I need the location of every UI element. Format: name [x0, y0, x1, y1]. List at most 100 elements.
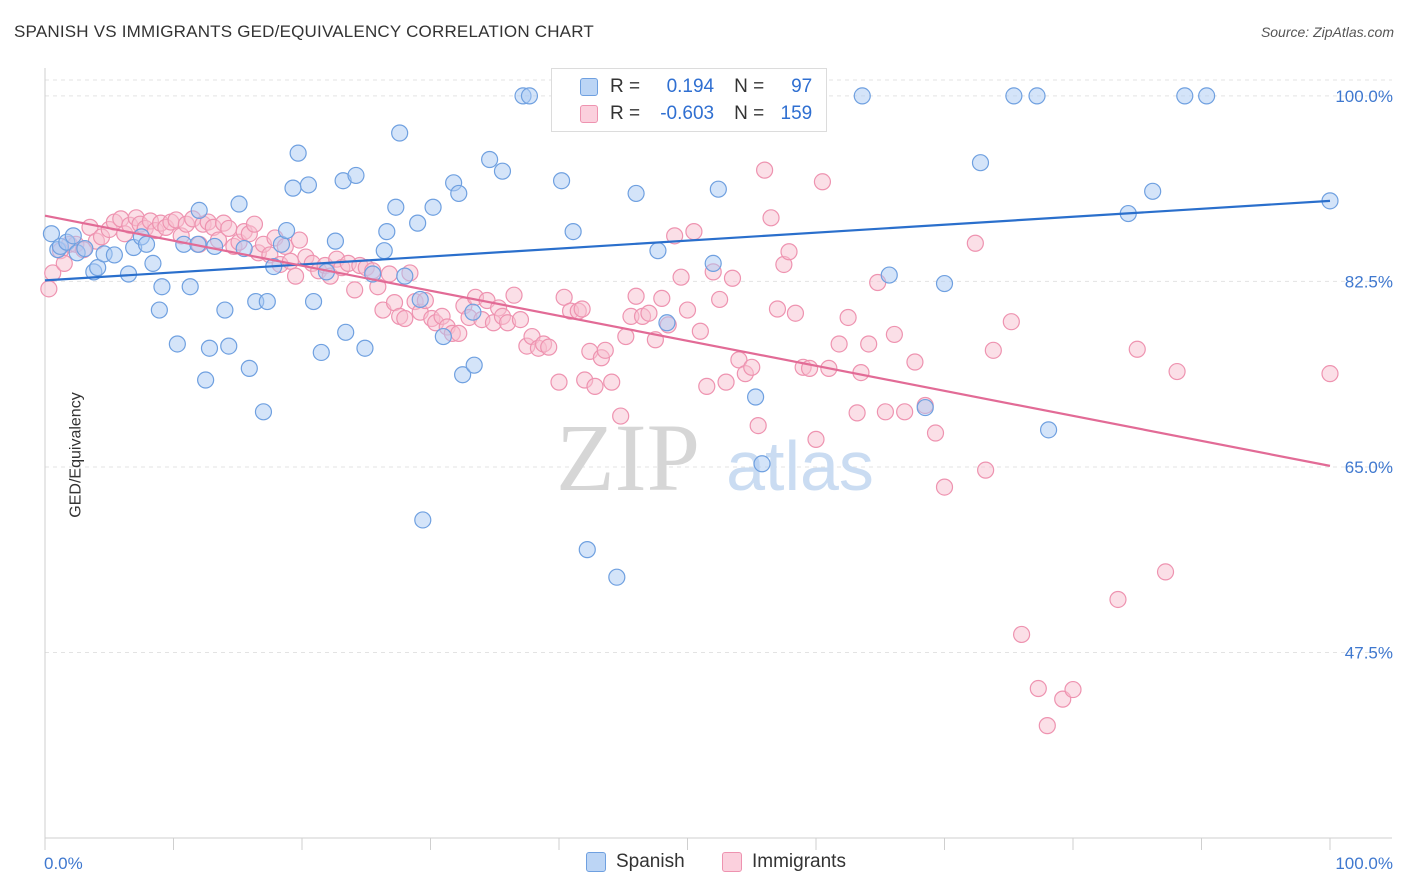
spanish-point: [289, 144, 307, 162]
spanish-point: [1198, 87, 1216, 105]
legend-r-label: R =: [610, 103, 641, 124]
immigrants-point: [286, 267, 305, 285]
spanish-point: [387, 198, 405, 216]
spanish-point: [356, 339, 374, 357]
spanish-point: [409, 214, 427, 232]
spanish-point: [1028, 87, 1046, 105]
immigrants-point: [685, 223, 703, 241]
legend-r-value: 0.194: [666, 76, 715, 97]
spanish-point: [434, 327, 452, 346]
y-tick-label: 47.5%: [1345, 643, 1393, 662]
series-legend: Spanish Immigrants: [0, 851, 1406, 879]
immigrants-point: [586, 377, 604, 395]
spanish-point: [747, 388, 765, 406]
spanish-point: [1176, 87, 1194, 105]
immigrants-point: [1002, 313, 1020, 331]
spanish-point: [1005, 87, 1023, 105]
spanish-point: [197, 371, 215, 389]
spanish-point: [935, 274, 954, 293]
spanish-point: [465, 356, 483, 374]
immigrants-point: [749, 417, 767, 435]
spanish-point: [853, 87, 871, 105]
immigrants-point: [380, 265, 398, 283]
immigrants-point: [1038, 717, 1056, 735]
spanish-point: [378, 223, 396, 241]
legend-n-label: N =: [734, 76, 765, 97]
immigrants-point: [1168, 362, 1186, 381]
spanish-point: [627, 184, 645, 203]
spanish-point: [578, 541, 596, 559]
immigrants-point: [245, 215, 264, 233]
immigrants-point: [603, 373, 621, 391]
spanish-point: [312, 343, 330, 362]
immigrants-point: [717, 373, 735, 391]
spanish-point: [190, 201, 208, 219]
immigrants-point: [627, 287, 645, 305]
immigrants-point: [839, 308, 857, 327]
spanish-point: [424, 198, 442, 216]
immigrants-swatch: [580, 105, 598, 123]
spanish-point: [137, 235, 156, 253]
spanish-point: [216, 301, 234, 319]
spanish-point: [168, 335, 186, 353]
immigrants-swatch: [722, 852, 742, 872]
spanish-point: [153, 278, 171, 296]
legend-item-immigrants[interactable]: Immigrants: [722, 851, 846, 873]
spanish-point: [64, 227, 82, 245]
spanish-point: [564, 223, 582, 241]
spanish-point: [649, 242, 667, 260]
spanish-point: [608, 568, 626, 586]
legend-r-value: -0.603: [660, 103, 715, 124]
correlation-legend: R = 0.194 N = 97 R = -0.603 N = 159: [551, 68, 827, 132]
immigrants-point: [640, 304, 658, 322]
spanish-point: [206, 237, 224, 256]
immigrants-point: [848, 404, 866, 422]
immigrants-point: [1109, 590, 1127, 609]
immigrants-point: [40, 280, 58, 298]
y-tick-label: 82.5%: [1345, 272, 1393, 291]
immigrants-point: [1012, 625, 1031, 644]
immigrants-point: [666, 227, 684, 245]
watermark: ZIP atlas: [556, 404, 874, 511]
immigrants-point: [896, 403, 914, 421]
spanish-point: [105, 246, 123, 264]
immigrants-point: [396, 309, 414, 328]
immigrants-point: [698, 377, 716, 395]
immigrants-point: [977, 461, 995, 479]
immigrants-point: [860, 335, 878, 353]
spanish-point: [411, 290, 429, 309]
spanish-point: [76, 239, 94, 258]
spanish-point: [347, 166, 365, 185]
spanish-point: [414, 511, 432, 529]
immigrants-point: [691, 322, 709, 340]
spanish-point: [258, 292, 276, 311]
immigrants-point: [723, 269, 742, 287]
spanish-point: [240, 359, 258, 377]
spanish-point: [454, 366, 472, 384]
immigrants-point: [540, 338, 558, 356]
spanish-swatch: [580, 78, 598, 96]
spanish-point: [552, 172, 571, 190]
spanish-point: [144, 254, 162, 273]
spanish-point: [493, 162, 512, 180]
immigrants-point: [653, 289, 671, 307]
source-label: Source: ZipAtlas.com: [1260, 24, 1394, 40]
immigrants-point: [678, 301, 697, 319]
spanish-point: [971, 154, 990, 172]
y-tick-label: 100.0%: [1335, 87, 1393, 106]
legend-n-value: 159: [780, 103, 813, 124]
spanish-point: [200, 339, 219, 357]
immigrants-point: [1321, 365, 1339, 383]
immigrants-point: [1128, 340, 1146, 358]
immigrants-point: [290, 231, 309, 249]
spanish-point: [704, 254, 722, 273]
legend-n-value: 97: [791, 76, 813, 97]
spanish-point: [235, 239, 253, 258]
legend-item-spanish[interactable]: Spanish: [586, 851, 685, 873]
spanish-point: [709, 180, 727, 198]
immigrants-point: [786, 304, 805, 322]
spanish-point: [337, 323, 355, 341]
immigrants-point: [807, 430, 825, 448]
spanish-point: [396, 267, 414, 285]
